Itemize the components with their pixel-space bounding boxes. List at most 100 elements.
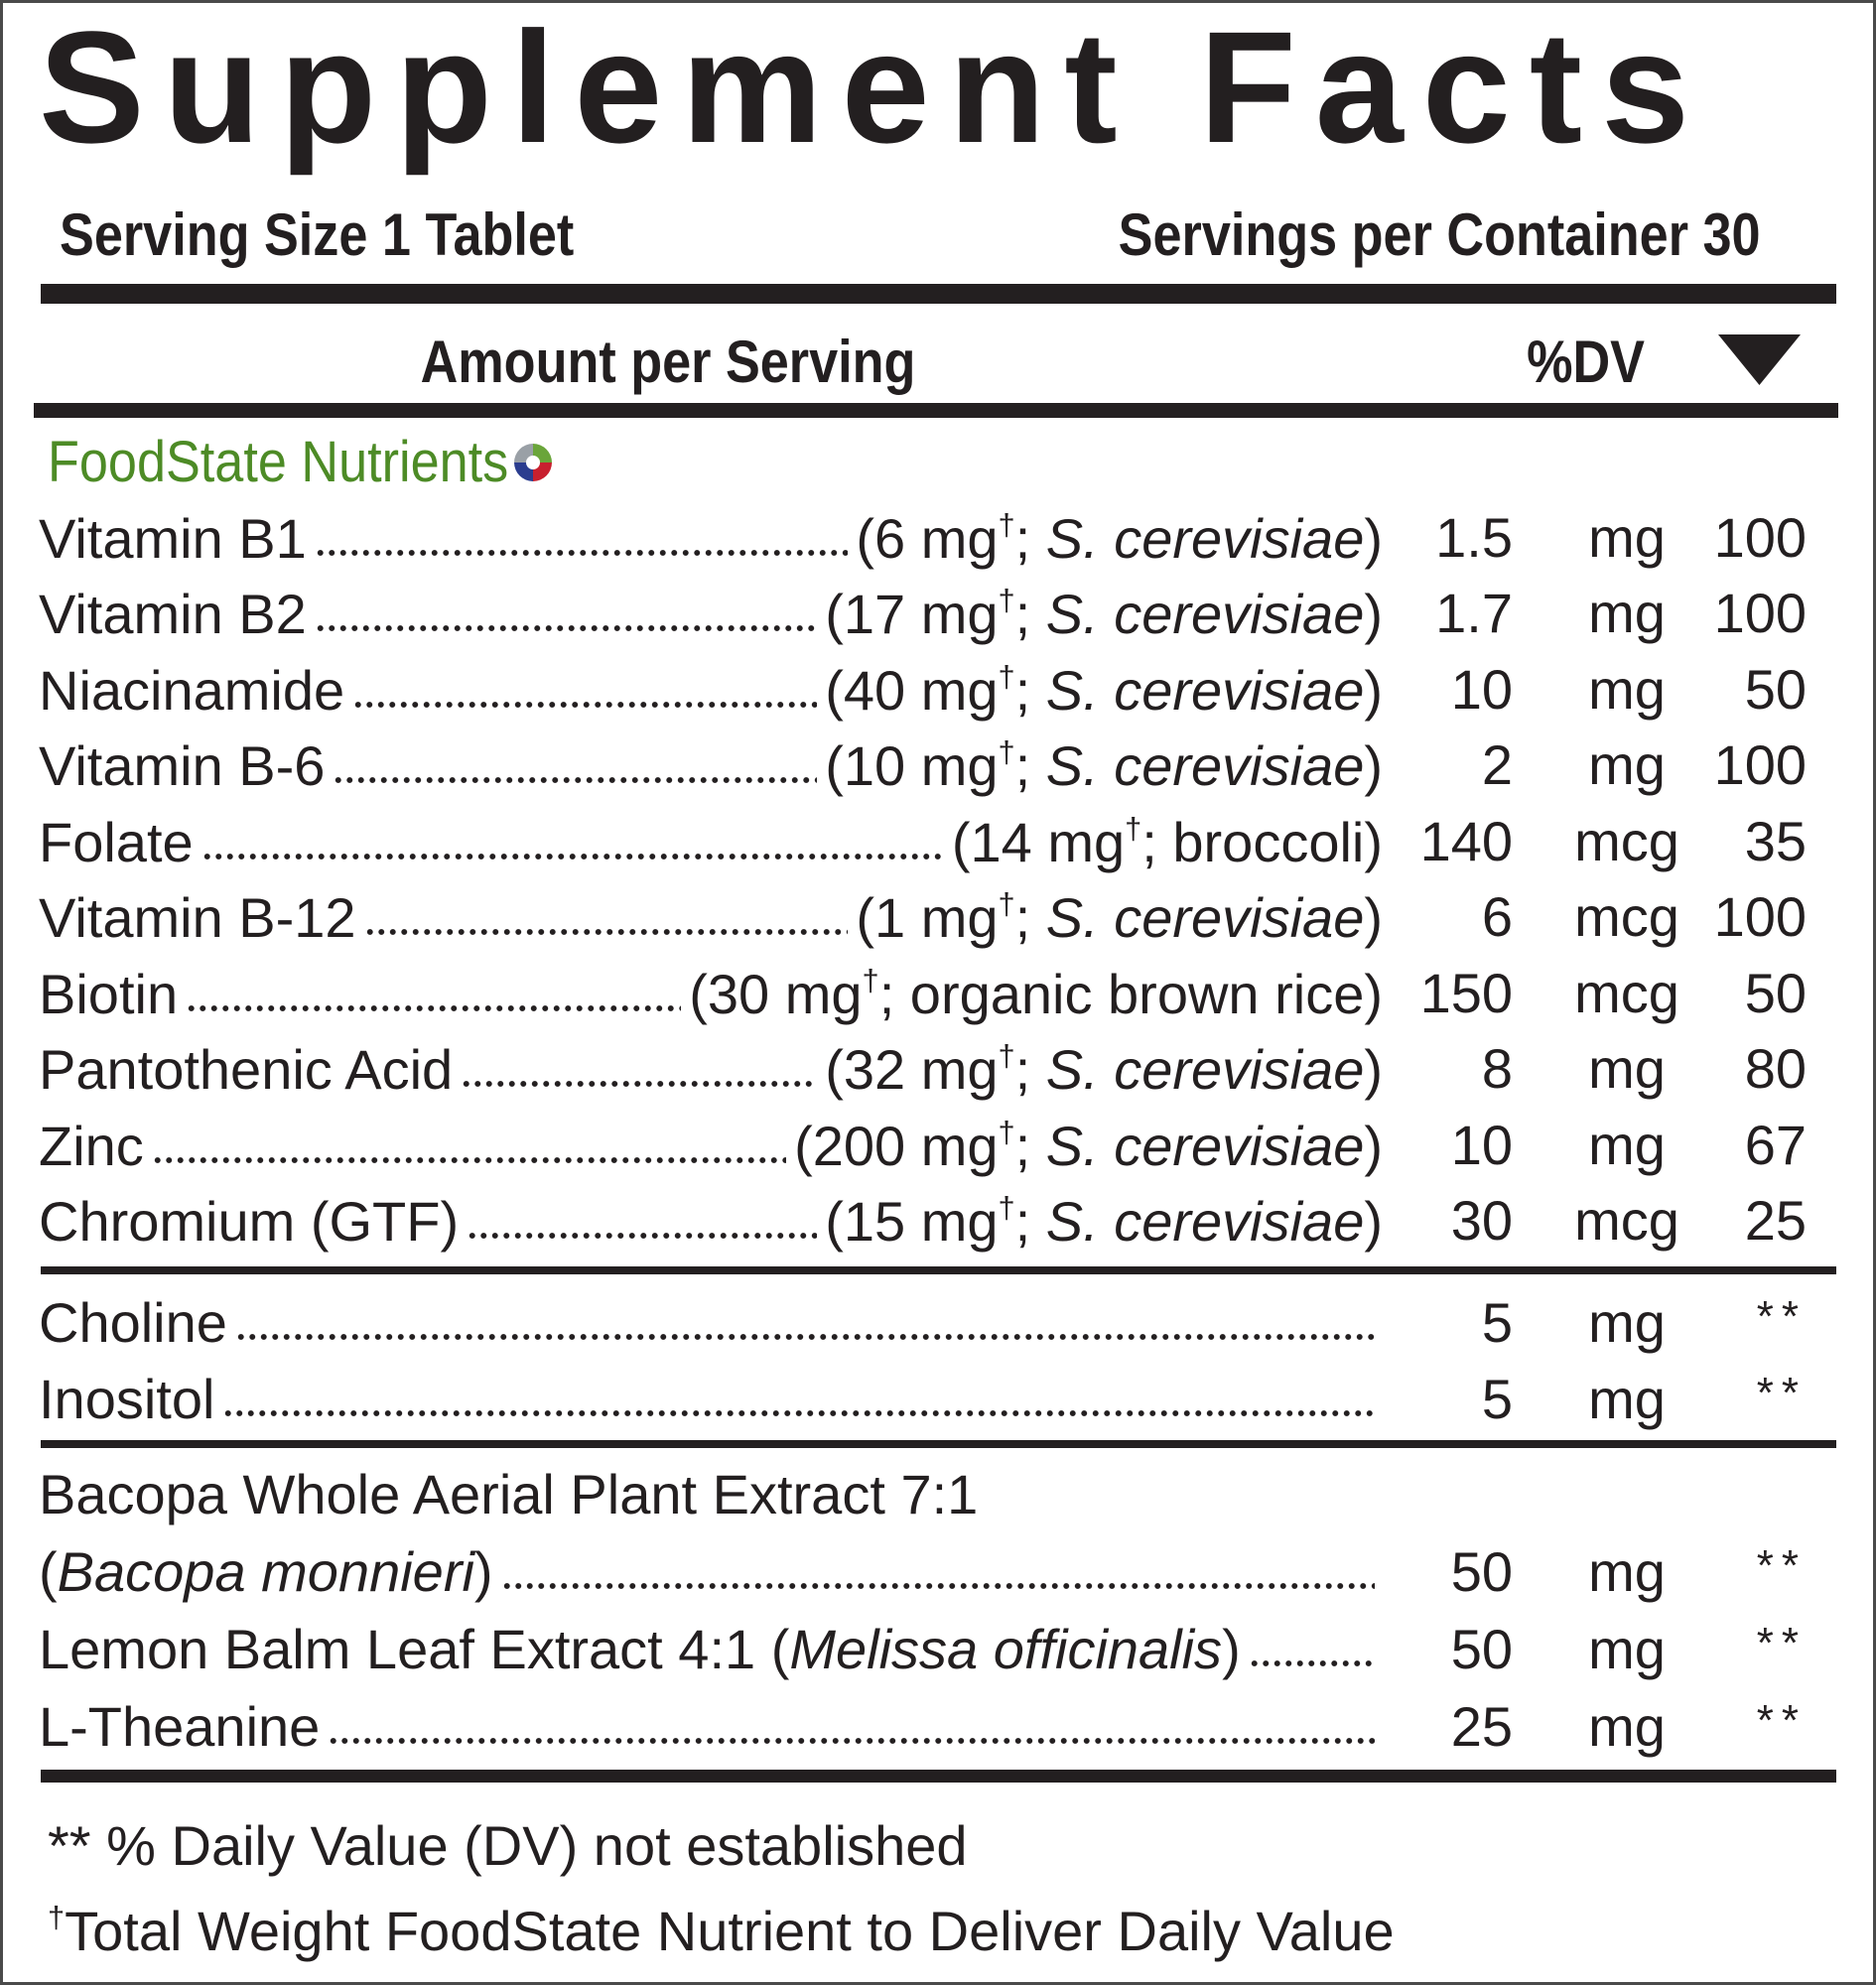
daily-value: 67	[1744, 1113, 1807, 1176]
nutrient-row: (Bacopa monnieri)	[39, 1543, 1383, 1604]
nutrient-name: Vitamin B-12	[39, 890, 356, 946]
source-part: (30 mg	[689, 962, 863, 1025]
source-part: ; organic brown rice)	[878, 962, 1383, 1025]
nutrient-row: Chromium (GTF) (15 mg†; S. cerevisiae)	[39, 1190, 1383, 1254]
nutrient-name: Bacopa Whole Aerial Plant Extract 7:1	[39, 1466, 978, 1522]
daily-value: 100	[1713, 733, 1807, 797]
nutrient-row: Vitamin B-6 (10 mg†; S. cerevisiae)	[39, 734, 1383, 798]
dot-leader	[151, 1154, 787, 1165]
source-part: (6 mg	[856, 506, 999, 570]
unit: mcg	[1574, 961, 1679, 1024]
nutrient-name: (Bacopa monnieri)	[39, 1543, 493, 1600]
rule	[41, 1266, 1836, 1274]
section-heading: FoodState Nutrients	[48, 434, 556, 491]
unit: mcg	[1574, 809, 1679, 872]
source-part: ;	[1014, 506, 1046, 570]
nutrient-name: Vitamin B1	[39, 510, 307, 567]
source-part: †	[998, 734, 1015, 770]
nutrient-row: Pantothenic Acid (32 mg†; S. cerevisiae)	[39, 1038, 1383, 1102]
amount: 6	[1481, 885, 1513, 949]
unit: mg	[1588, 505, 1666, 569]
daily-value: **	[1756, 1696, 1807, 1746]
source-part: S. cerevisiae	[1045, 1038, 1365, 1102]
source-part: ;	[1014, 886, 1046, 950]
footnote: †Total Weight FoodState Nutrient to Deli…	[48, 1899, 1395, 1962]
unit: mg	[1588, 1290, 1666, 1354]
source-part: †	[998, 583, 1015, 618]
nutrient-source: (30 mg†; organic brown rice)	[689, 962, 1383, 1025]
nutrient-row: Vitamin B-12 (1 mg†; S. cerevisiae)	[39, 886, 1383, 950]
dot-leader	[1248, 1658, 1375, 1669]
footnote-part: Total Weight FoodState Nutrient to Deliv…	[65, 1899, 1395, 1962]
name-part: Bacopa Whole Aerial Plant Extract 7:1	[39, 1462, 979, 1525]
source-part: (1 mg	[856, 886, 999, 950]
source-part: (14 mg	[951, 810, 1126, 873]
unit: mg	[1588, 1367, 1666, 1430]
nutrient-row: Inositol	[39, 1371, 1383, 1431]
daily-value: **	[1756, 1540, 1807, 1590]
source-part: )	[1364, 658, 1383, 722]
name-part: Chromium (GTF)	[39, 1190, 460, 1254]
name-part: Bacopa monnieri	[57, 1539, 474, 1603]
daily-value: 50	[1744, 657, 1807, 721]
name-part: (	[39, 1539, 58, 1603]
nutrient-name: Zinc	[39, 1118, 144, 1174]
amount: 5	[1481, 1290, 1513, 1354]
source-part: )	[1364, 1190, 1383, 1254]
dot-leader	[201, 851, 944, 861]
source-part: †	[1125, 810, 1142, 846]
dv-arrow	[1718, 334, 1801, 385]
unit: mg	[1588, 657, 1666, 721]
dot-leader	[333, 775, 818, 786]
dot-leader	[500, 1580, 1375, 1591]
name-part: Pantothenic Acid	[39, 1038, 454, 1102]
source-part: †	[998, 1038, 1015, 1074]
amount: 2	[1481, 733, 1513, 797]
unit: mcg	[1574, 1189, 1679, 1253]
source-part: S. cerevisiae	[1045, 583, 1365, 646]
source-part: †	[998, 506, 1015, 542]
daily-value: 80	[1744, 1037, 1807, 1101]
source-part: S. cerevisiae	[1045, 658, 1365, 722]
amount: 50	[1450, 1618, 1513, 1681]
source-part: (40 mg	[825, 658, 999, 722]
source-part: †	[998, 1190, 1015, 1226]
daily-value: 100	[1713, 582, 1807, 645]
name-part: Inositol	[39, 1367, 215, 1430]
source-part: ;	[1014, 1114, 1046, 1177]
nutrient-source: (40 mg†; S. cerevisiae)	[825, 658, 1383, 722]
name-part: Vitamin B2	[39, 583, 307, 646]
rule	[41, 1770, 1836, 1783]
amount: 30	[1450, 1189, 1513, 1253]
source-part: )	[1364, 1114, 1383, 1177]
nutrient-row: Biotin (30 mg†; organic brown rice)	[39, 962, 1383, 1025]
unit: mg	[1588, 1695, 1666, 1759]
nutrient-name: L-Theanine	[39, 1699, 320, 1755]
title: Supplement Facts	[39, 0, 1709, 176]
daily-value: 50	[1744, 961, 1807, 1024]
source-part: (15 mg	[825, 1190, 999, 1254]
name-part: Zinc	[39, 1114, 144, 1177]
dot-leader	[314, 623, 818, 634]
daily-value: **	[1756, 1619, 1807, 1668]
unit: mg	[1588, 1113, 1666, 1176]
nutrient-source: (6 mg†; S. cerevisiae)	[856, 506, 1383, 570]
dv-header: %DV	[1527, 329, 1645, 395]
nutrient-name: Biotin	[39, 966, 178, 1022]
dot-leader	[363, 927, 849, 938]
dot-leader	[328, 1736, 1375, 1747]
source-part: ;	[1014, 734, 1046, 798]
amount: 140	[1419, 809, 1513, 872]
source-part: )	[1364, 1038, 1383, 1102]
name-part: Folate	[39, 810, 194, 873]
unit: mcg	[1574, 885, 1679, 949]
nutrient-source: (1 mg†; S. cerevisiae)	[856, 886, 1383, 950]
source-part: †	[998, 1114, 1015, 1149]
amount: 10	[1450, 1113, 1513, 1176]
nutrient-name: Niacinamide	[39, 662, 344, 719]
daily-value: **	[1756, 1368, 1807, 1417]
source-part: )	[1364, 886, 1383, 950]
dot-leader	[461, 1079, 818, 1090]
nutrient-source: (17 mg†; S. cerevisiae)	[825, 583, 1383, 646]
